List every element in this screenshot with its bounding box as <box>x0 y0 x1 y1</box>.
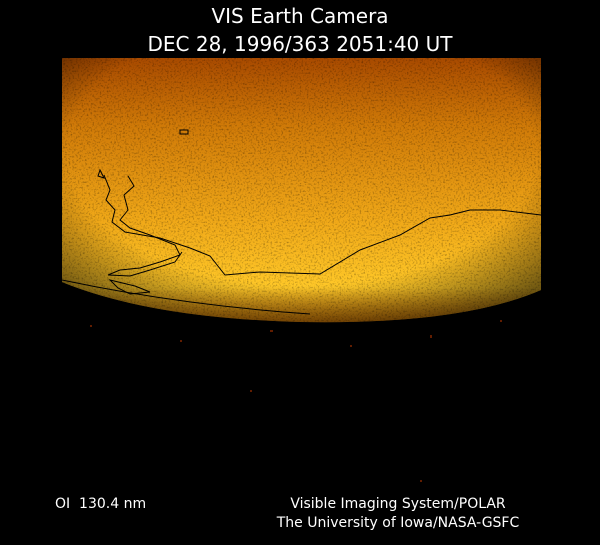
vignette <box>62 58 541 323</box>
noise-dot <box>250 390 252 392</box>
coast-segment <box>103 174 542 276</box>
coast-segment <box>97 168 105 179</box>
coast-segment <box>107 175 183 277</box>
filter-label: OI 130.4 nm <box>55 496 146 512</box>
noise-dot <box>430 335 432 338</box>
coast-segment <box>179 129 189 135</box>
title: VIS Earth Camera <box>211 4 388 28</box>
noise-dot <box>180 340 182 342</box>
coast-segment <box>108 279 151 295</box>
coast-segment <box>61 279 311 315</box>
night-noise <box>90 320 502 482</box>
noise-dot <box>270 330 273 332</box>
instrument-label: Visible Imaging System/POLAR <box>290 496 506 512</box>
noise-dot <box>90 325 92 327</box>
subtitle: DEC 28, 1996/363 2051:40 UT <box>148 32 454 56</box>
aurora-image <box>62 58 541 323</box>
credit-label: The University of Iowa/NASA-GSFC <box>276 515 520 531</box>
coastline <box>61 129 542 315</box>
noise-dot <box>420 480 422 482</box>
noise-dot <box>350 345 352 347</box>
noise-dot <box>500 320 502 322</box>
